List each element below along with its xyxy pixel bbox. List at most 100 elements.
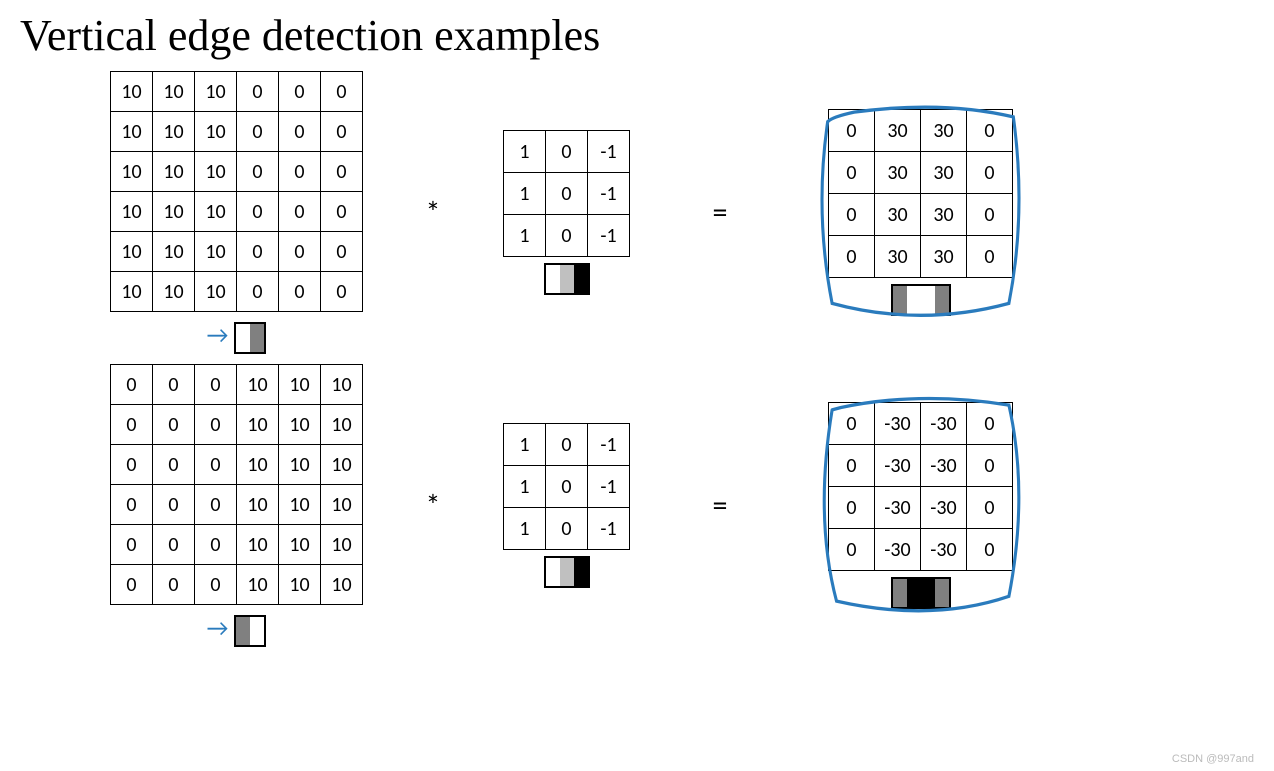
output-block-2: 0-30-3000-30-3000-30-3000-30-300 bbox=[810, 386, 1031, 625]
grid-cell: 0 bbox=[829, 445, 875, 487]
grid-cell: 0 bbox=[967, 194, 1013, 236]
grid-cell: 10 bbox=[111, 272, 153, 312]
grid-cell: 0 bbox=[829, 152, 875, 194]
kernel-block-1: 10-110-110-1 bbox=[503, 130, 630, 295]
grid-cell: 1 bbox=[504, 424, 546, 466]
grid-cell: 10 bbox=[321, 445, 363, 485]
output-swatch-1 bbox=[891, 284, 951, 316]
grid-cell: 10 bbox=[111, 152, 153, 192]
arrow-icon: → bbox=[207, 321, 229, 350]
grid-cell: 0 bbox=[321, 192, 363, 232]
grid-cell: 0 bbox=[279, 192, 321, 232]
grid-cell: 0 bbox=[195, 485, 237, 525]
grid-cell: -1 bbox=[588, 215, 630, 257]
grid-cell: 30 bbox=[875, 194, 921, 236]
grid-cell: 10 bbox=[321, 485, 363, 525]
grid-cell: 0 bbox=[967, 110, 1013, 152]
page-title: Vertical edge detection examples bbox=[20, 10, 1254, 61]
grid-cell: 0 bbox=[237, 192, 279, 232]
grid-cell: -1 bbox=[588, 424, 630, 466]
grid-cell: 0 bbox=[153, 365, 195, 405]
grid-cell: 0 bbox=[546, 424, 588, 466]
grid-cell: 10 bbox=[153, 272, 195, 312]
grid-cell: 0 bbox=[237, 152, 279, 192]
grid-cell: 10 bbox=[279, 405, 321, 445]
grid-cell: 10 bbox=[195, 232, 237, 272]
grid-cell: 0 bbox=[237, 272, 279, 312]
grid-cell: 10 bbox=[153, 72, 195, 112]
grid-cell: 0 bbox=[279, 232, 321, 272]
swatch-cell bbox=[921, 579, 935, 607]
swatch-cell bbox=[907, 286, 921, 314]
swatch-cell bbox=[907, 579, 921, 607]
example-row-1: 1010100001010100001010100001010100001010… bbox=[20, 71, 1254, 354]
grid-cell: 0 bbox=[967, 236, 1013, 278]
output-block-1: 030300030300030300030300 bbox=[810, 93, 1031, 332]
grid-cell: 10 bbox=[195, 192, 237, 232]
grid-cell: 30 bbox=[875, 110, 921, 152]
grid-cell: 10 bbox=[237, 525, 279, 565]
input-grid-1: 1010100001010100001010100001010100001010… bbox=[110, 71, 363, 312]
grid-cell: 10 bbox=[153, 112, 195, 152]
grid-cell: 0 bbox=[967, 529, 1013, 571]
kernel-grid-1: 10-110-110-1 bbox=[503, 130, 630, 257]
swatch-cell bbox=[546, 558, 560, 586]
grid-cell: 10 bbox=[195, 112, 237, 152]
grid-cell: 0 bbox=[111, 525, 153, 565]
grid-cell: 10 bbox=[279, 565, 321, 605]
grid-cell: 0 bbox=[195, 565, 237, 605]
equals-operator: = bbox=[630, 487, 810, 524]
grid-cell: 10 bbox=[153, 232, 195, 272]
grid-cell: 10 bbox=[279, 445, 321, 485]
grid-cell: 1 bbox=[504, 131, 546, 173]
grid-cell: 0 bbox=[111, 365, 153, 405]
grid-cell: -30 bbox=[875, 403, 921, 445]
grid-cell: 0 bbox=[321, 112, 363, 152]
grid-cell: 30 bbox=[875, 152, 921, 194]
grid-cell: 0 bbox=[153, 405, 195, 445]
swatch-cell bbox=[560, 265, 574, 293]
grid-cell: 30 bbox=[921, 110, 967, 152]
grid-cell: 1 bbox=[504, 173, 546, 215]
grid-cell: 10 bbox=[195, 152, 237, 192]
grid-cell: 0 bbox=[153, 525, 195, 565]
swatch-cell bbox=[560, 558, 574, 586]
kernel-grid-2: 10-110-110-1 bbox=[503, 423, 630, 550]
grid-cell: -1 bbox=[588, 466, 630, 508]
swatch-cell bbox=[574, 558, 588, 586]
grid-cell: 0 bbox=[829, 529, 875, 571]
grid-cell: 0 bbox=[111, 485, 153, 525]
grid-cell: 1 bbox=[504, 466, 546, 508]
grid-cell: 30 bbox=[875, 236, 921, 278]
grid-cell: 10 bbox=[237, 405, 279, 445]
grid-cell: 0 bbox=[546, 215, 588, 257]
swatch-cell bbox=[893, 579, 907, 607]
grid-cell: -1 bbox=[588, 131, 630, 173]
grid-cell: 10 bbox=[195, 72, 237, 112]
grid-cell: 0 bbox=[321, 72, 363, 112]
watermark-text: CSDN @997and bbox=[1172, 753, 1254, 765]
grid-cell: 0 bbox=[153, 485, 195, 525]
grid-cell: 10 bbox=[279, 365, 321, 405]
grid-cell: 10 bbox=[195, 272, 237, 312]
grid-cell: 10 bbox=[321, 365, 363, 405]
grid-cell: 10 bbox=[153, 192, 195, 232]
grid-cell: 0 bbox=[279, 152, 321, 192]
swatch-cell bbox=[935, 286, 949, 314]
grid-cell: -30 bbox=[875, 445, 921, 487]
grid-cell: 10 bbox=[321, 565, 363, 605]
grid-cell: -30 bbox=[921, 403, 967, 445]
grid-cell: 0 bbox=[829, 110, 875, 152]
grid-cell: 0 bbox=[279, 72, 321, 112]
grid-cell: 0 bbox=[111, 445, 153, 485]
input-swatch-1 bbox=[234, 322, 266, 354]
equals-operator: = bbox=[630, 194, 810, 231]
grid-cell: 0 bbox=[546, 173, 588, 215]
swatch-cell bbox=[250, 617, 264, 645]
output-swatch-2 bbox=[891, 577, 951, 609]
output-grid-2: 0-30-3000-30-3000-30-3000-30-300 bbox=[828, 402, 1013, 571]
grid-cell: 10 bbox=[279, 485, 321, 525]
grid-cell: 0 bbox=[153, 445, 195, 485]
grid-cell: 30 bbox=[921, 152, 967, 194]
grid-cell: 0 bbox=[321, 272, 363, 312]
